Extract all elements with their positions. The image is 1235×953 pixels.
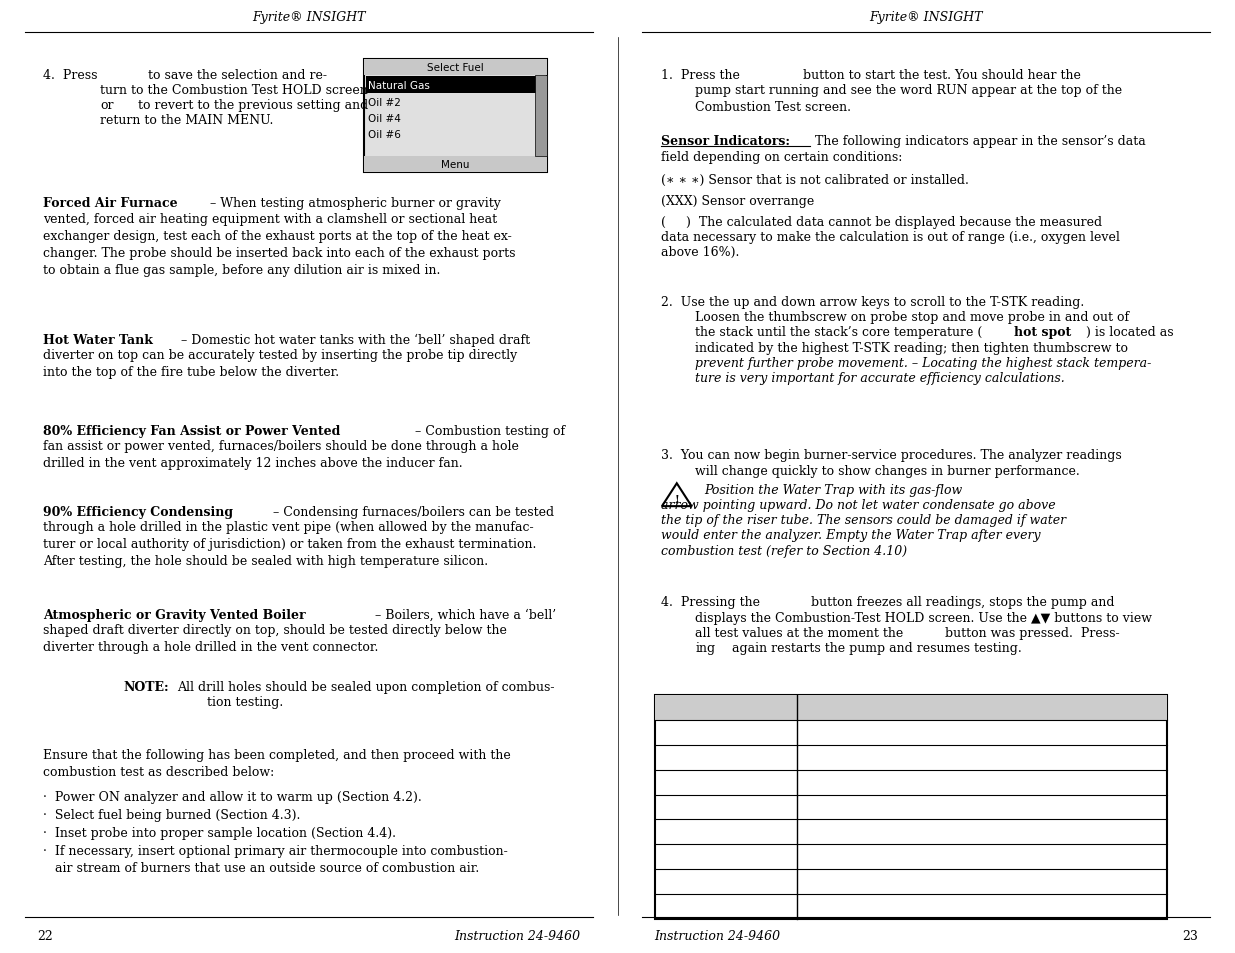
Text: field depending on certain conditions:: field depending on certain conditions:: [661, 151, 902, 164]
Text: button was pressed.  Press-: button was pressed. Press-: [945, 626, 1119, 639]
Text: return to the MAIN MENU.: return to the MAIN MENU.: [100, 114, 273, 128]
Bar: [364, 60, 547, 172]
Text: to revert to the previous setting and: to revert to the previous setting and: [138, 99, 368, 112]
Text: – Condensing furnaces/boilers can be tested: – Condensing furnaces/boilers can be tes…: [269, 505, 555, 518]
Text: vented, forced air heating equipment with a clamshell or sectional heat
exchange: vented, forced air heating equipment wit…: [43, 213, 516, 276]
Text: Hot Water Tank: Hot Water Tank: [43, 334, 153, 347]
Text: combustion test (refer to Section 4.10): combustion test (refer to Section 4.10): [661, 544, 906, 558]
Text: !: !: [674, 494, 679, 505]
Text: ·  Inset probe into proper sample location (Section 4.4).: · Inset probe into proper sample locatio…: [43, 826, 396, 840]
Text: ture is very important for accurate efficiency calculations.: ture is very important for accurate effi…: [695, 372, 1065, 385]
Text: (XXX) Sensor overrange: (XXX) Sensor overrange: [661, 194, 814, 208]
Text: 22: 22: [37, 929, 53, 943]
Text: Position the Water Trap with its gas-flow: Position the Water Trap with its gas-flo…: [704, 483, 962, 497]
Text: Menu: Menu: [441, 160, 471, 170]
Text: arrow pointing upward. Do not let water condensate go above: arrow pointing upward. Do not let water …: [661, 498, 1056, 512]
Text: 3.  You can now begin burner-service procedures. The analyzer readings: 3. You can now begin burner-service proc…: [661, 449, 1121, 462]
Text: 2.  Use the up and down arrow keys to scroll to the T-STK reading.: 2. Use the up and down arrow keys to scr…: [661, 295, 1084, 309]
Text: Fyrite® INSIGHT: Fyrite® INSIGHT: [252, 10, 366, 24]
Text: 4.  Pressing the: 4. Pressing the: [661, 596, 760, 609]
Text: Instruction 24-9460: Instruction 24-9460: [655, 929, 781, 943]
Text: or: or: [100, 99, 114, 112]
Text: Select Fuel: Select Fuel: [427, 63, 484, 73]
Bar: [364, 157, 547, 172]
Text: ing: ing: [695, 641, 715, 655]
Text: prevent further probe movement. – Locating the highest stack tempera-: prevent further probe movement. – Locati…: [695, 356, 1152, 370]
Text: The following indicators appear in the sensor’s data: The following indicators appear in the s…: [811, 135, 1146, 149]
Text: (∗ ∗ ∗) Sensor that is not calibrated or installed.: (∗ ∗ ∗) Sensor that is not calibrated or…: [661, 173, 968, 187]
Text: ·  If necessary, insert optional primary air thermocouple into combustion-
   ai: · If necessary, insert optional primary …: [43, 844, 508, 874]
Text: All drill holes should be sealed upon completion of combus-: All drill holes should be sealed upon co…: [177, 680, 555, 694]
Text: Ensure that the following has been completed, and then proceed with the
combusti: Ensure that the following has been compl…: [43, 748, 511, 778]
Text: – Combustion testing of: – Combustion testing of: [411, 424, 566, 437]
Text: – Boilers, which have a ‘bell’: – Boilers, which have a ‘bell’: [370, 608, 556, 621]
Text: turn to the Combustion Test HOLD screen: turn to the Combustion Test HOLD screen: [100, 84, 368, 97]
Text: Fyrite® INSIGHT: Fyrite® INSIGHT: [869, 10, 983, 24]
Text: ·  Power ON analyzer and allow it to warm up (Section 4.2).: · Power ON analyzer and allow it to warm…: [43, 790, 422, 803]
Text: 4.  Press: 4. Press: [43, 69, 98, 82]
Bar: [366, 77, 536, 94]
Text: again restarts the pump and resumes testing.: again restarts the pump and resumes test…: [732, 641, 1023, 655]
Text: button freezes all readings, stops the pump and: button freezes all readings, stops the p…: [811, 596, 1115, 609]
Text: above 16%).: above 16%).: [661, 246, 739, 259]
Bar: [535, 76, 547, 157]
Text: button to start the test. You should hear the: button to start the test. You should hea…: [803, 69, 1081, 82]
Text: hot spot: hot spot: [1014, 326, 1071, 339]
Text: Oil #2: Oil #2: [368, 97, 401, 108]
Text: ·  Select fuel being burned (Section 4.3).: · Select fuel being burned (Section 4.3)…: [43, 808, 300, 821]
Text: pump start running and see the word RUN appear at the top of the
Combustion Test: pump start running and see the word RUN …: [695, 84, 1123, 113]
Bar: [364, 60, 547, 76]
Text: will change quickly to show changes in burner performance.: will change quickly to show changes in b…: [695, 464, 1081, 477]
Text: diverter on top can be accurately tested by inserting the probe tip directly
int: diverter on top can be accurately tested…: [43, 349, 517, 378]
Text: Forced Air Furnace: Forced Air Furnace: [43, 197, 178, 211]
Text: shaped draft diverter directly on top, should be tested directly below the
diver: shaped draft diverter directly on top, s…: [43, 623, 508, 653]
Text: Instruction 24-9460: Instruction 24-9460: [454, 929, 580, 943]
Text: through a hole drilled in the plastic vent pipe (when allowed by the manufac-
tu: through a hole drilled in the plastic ve…: [43, 520, 536, 567]
Text: fan assist or power vented, furnaces/boilers should be done through a hole
drill: fan assist or power vented, furnaces/boi…: [43, 439, 519, 469]
Text: ) is located as: ) is located as: [1086, 326, 1173, 339]
Text: Atmospheric or Gravity Vented Boiler: Atmospheric or Gravity Vented Boiler: [43, 608, 306, 621]
Text: Oil #6: Oil #6: [368, 130, 401, 140]
Text: – When testing atmospheric burner or gravity: – When testing atmospheric burner or gra…: [206, 197, 501, 211]
Text: 90% Efficiency Condensing: 90% Efficiency Condensing: [43, 505, 233, 518]
Text: indicated by the highest T-STK reading; then tighten thumbscrew to: indicated by the highest T-STK reading; …: [695, 341, 1129, 355]
Text: NOTE:: NOTE:: [124, 680, 169, 694]
Text: 1.  Press the: 1. Press the: [661, 69, 740, 82]
Text: data necessary to make the calculation is out of range (i.e., oxygen level: data necessary to make the calculation i…: [661, 231, 1120, 244]
Text: displays the Combustion-Test HOLD screen. Use the ▲▼ buttons to view: displays the Combustion-Test HOLD screen…: [695, 611, 1152, 624]
Bar: [655, 696, 1167, 720]
Text: Loosen the thumbscrew on probe stop and move probe in and out of: Loosen the thumbscrew on probe stop and …: [695, 311, 1130, 324]
Text: Natural Gas: Natural Gas: [368, 81, 430, 91]
Text: (     )  The calculated data cannot be displayed because the measured: ( ) The calculated data cannot be displa…: [661, 215, 1102, 229]
Text: 80% Efficiency Fan Assist or Power Vented: 80% Efficiency Fan Assist or Power Vente…: [43, 424, 341, 437]
Bar: [655, 696, 1167, 919]
Text: tion testing.: tion testing.: [207, 696, 284, 709]
Text: all test values at the moment the: all test values at the moment the: [695, 626, 904, 639]
Text: – Domestic hot water tanks with the ‘bell’ shaped draft: – Domestic hot water tanks with the ‘bel…: [177, 334, 530, 347]
Text: the stack until the stack’s core temperature (: the stack until the stack’s core tempera…: [695, 326, 983, 339]
Text: 23: 23: [1182, 929, 1198, 943]
Text: would enter the analyzer. Empty the Water Trap after every: would enter the analyzer. Empty the Wate…: [661, 529, 1040, 542]
Text: the tip of the riser tube. The sensors could be damaged if water: the tip of the riser tube. The sensors c…: [661, 514, 1066, 527]
Text: to save the selection and re-: to save the selection and re-: [148, 69, 327, 82]
Text: Oil #4: Oil #4: [368, 113, 401, 124]
Text: Sensor Indicators:: Sensor Indicators:: [661, 135, 789, 149]
